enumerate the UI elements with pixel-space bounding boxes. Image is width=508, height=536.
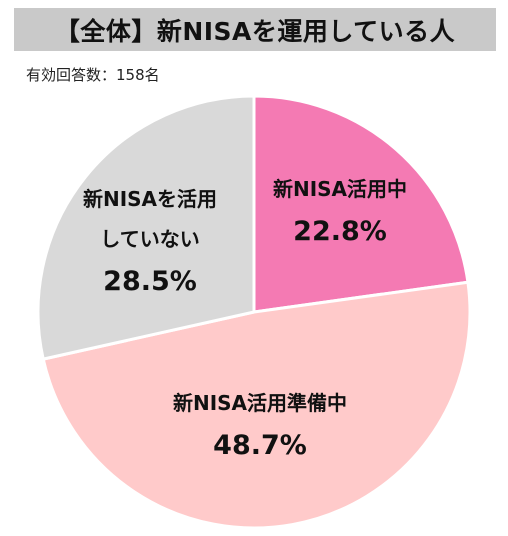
slice-value-label-1: 22.8%	[293, 216, 387, 247]
slice-value-label-3: 28.5%	[103, 266, 197, 297]
slice-name-2-line-1: 新NISA活用準備中	[173, 391, 347, 415]
pie-slice-3	[36, 94, 256, 361]
slice-name-3-line-1: 新NISAを活用	[83, 187, 217, 211]
chart-title: 【全体】新NISAを運用している人	[54, 16, 456, 46]
slice-label-2: 新NISA活用準備中 48.7%	[173, 391, 347, 461]
slice-name-3-line-2: していない	[100, 227, 199, 251]
slice-value-label-2: 48.7%	[213, 430, 307, 461]
pie-slice-2	[41, 280, 472, 530]
chart-title-bar: 【全体】新NISAを運用している人	[14, 8, 496, 51]
respondent-count: 有効回答数：158名	[26, 66, 160, 84]
slice-name-1-line-1: 新NISA活用中	[273, 177, 407, 201]
slice-label-1: 新NISA活用中 22.8%	[273, 177, 407, 247]
pie-slice-1	[252, 94, 470, 314]
